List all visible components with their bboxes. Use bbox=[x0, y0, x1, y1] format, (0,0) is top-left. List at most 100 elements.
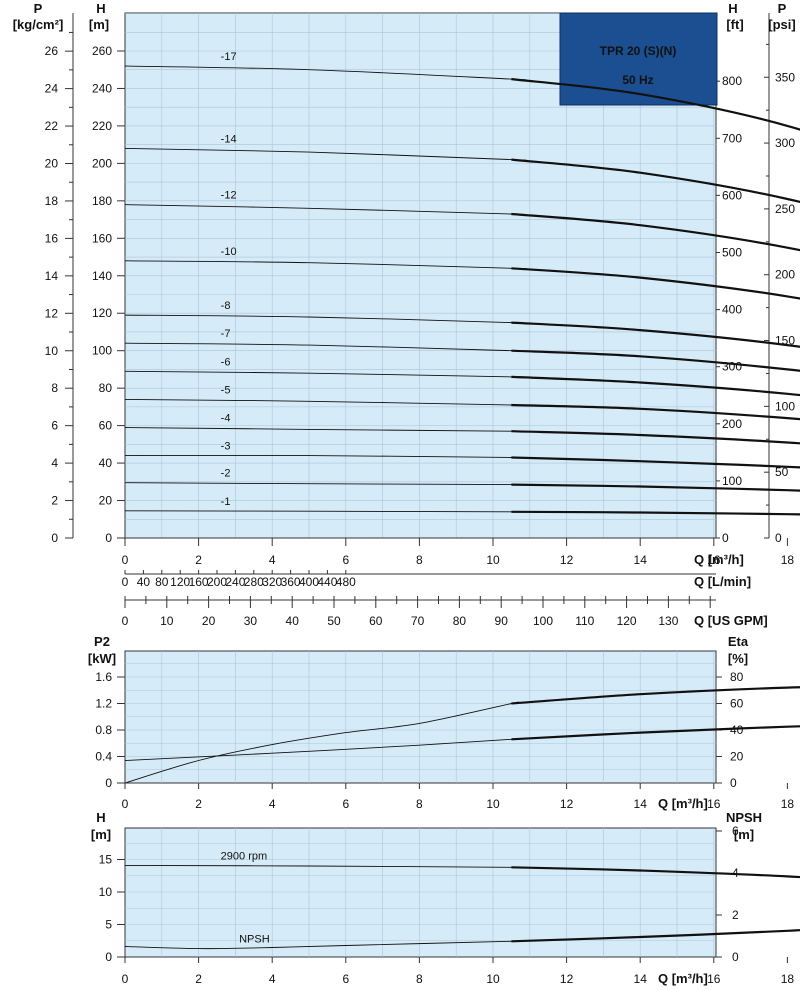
chart2-ytick-eta: 60 bbox=[730, 697, 744, 711]
chart1-ytick-kgcm2: 18 bbox=[45, 194, 59, 208]
xtick-usgpm: 20 bbox=[202, 614, 216, 628]
chart1-ytick-kgcm2: 6 bbox=[51, 419, 58, 433]
curve-label-stage2: -2 bbox=[221, 468, 231, 480]
xtick-lmin: 200 bbox=[207, 575, 227, 589]
chart2-ytick-kw: 1.6 bbox=[95, 670, 112, 684]
curve-label-stage4: -4 bbox=[221, 412, 231, 424]
xtick-lmin: 400 bbox=[299, 575, 319, 589]
chart2-xtick: 18 bbox=[781, 797, 795, 811]
h-2900rpm-curve-bold bbox=[511, 866, 800, 879]
chart1-ytick-kgcm2: 22 bbox=[45, 119, 59, 133]
xtick-lmin: 320 bbox=[262, 575, 282, 589]
curve-label-stage7: -7 bbox=[221, 328, 231, 340]
h-curve-stage14-bold bbox=[511, 158, 800, 204]
chart1-ytick-m: 120 bbox=[92, 306, 112, 320]
xlabel-usgpm: Q [US GPM] bbox=[694, 613, 768, 628]
chart1-ytick-kgcm2: 24 bbox=[45, 82, 59, 96]
chart3-xtick: 12 bbox=[560, 972, 574, 986]
chart1-ytick-kgcm2: 16 bbox=[45, 231, 59, 245]
chart1-xtick: 2 bbox=[195, 553, 202, 567]
chart2-ytick-eta: 40 bbox=[730, 723, 744, 737]
curve-label-stage6: -6 bbox=[221, 356, 231, 368]
curve-label-stage10: -10 bbox=[221, 246, 237, 258]
chart2-xtick: 16 bbox=[707, 797, 721, 811]
chart1-ytick-kgcm2: 14 bbox=[45, 269, 59, 283]
xtick-lmin: 0 bbox=[122, 575, 129, 589]
chart2-ytick-kw: 0.4 bbox=[95, 750, 112, 764]
chart1-xlabel: Q [m³/h] bbox=[694, 552, 744, 567]
chart2-xtick: 8 bbox=[416, 797, 423, 811]
chart1-ytick-m: 0 bbox=[105, 531, 112, 545]
chart2-xtick: 4 bbox=[269, 797, 276, 811]
chart2-ytick-kw: 0.8 bbox=[95, 723, 112, 737]
chart1-ytick-ft: 100 bbox=[722, 474, 742, 488]
chart3-plot-area bbox=[124, 827, 717, 958]
h-curve-stage8-bold bbox=[511, 321, 800, 348]
xtick-lmin: 240 bbox=[225, 575, 245, 589]
chart3-xtick: 0 bbox=[122, 972, 129, 986]
h-curve-stage3-bold bbox=[511, 456, 800, 469]
h-curve-stage12-bold bbox=[511, 212, 800, 252]
p2-curve-bold bbox=[511, 725, 800, 741]
chart-title: TPR 20 (S)(N) bbox=[600, 44, 677, 58]
chart3-xtick: 10 bbox=[486, 972, 500, 986]
xtick-lmin: 440 bbox=[317, 575, 337, 589]
chart1-ylabel-psi-unit: [psi] bbox=[768, 17, 795, 32]
xtick-usgpm: 70 bbox=[411, 614, 425, 628]
xtick-usgpm: 0 bbox=[122, 614, 129, 628]
chart1-ytick-m: 60 bbox=[99, 419, 113, 433]
chart1-ytick-kgcm2: 2 bbox=[51, 494, 58, 508]
chart1-ylabel-p-right: P bbox=[778, 1, 787, 16]
chart3-xtick: 8 bbox=[416, 972, 423, 986]
chart3-xtick: 2 bbox=[195, 972, 202, 986]
chart1-xtick: 6 bbox=[342, 553, 349, 567]
chart2-xtick: 6 bbox=[342, 797, 349, 811]
title-box bbox=[559, 12, 718, 106]
chart2-xtick: 10 bbox=[486, 797, 500, 811]
xtick-usgpm: 40 bbox=[286, 614, 300, 628]
chart3-xtick: 14 bbox=[634, 972, 648, 986]
chart3-xlabel: Q [m³/h] bbox=[658, 971, 708, 986]
chart-subtitle: 50 Hz bbox=[622, 73, 653, 87]
chart1-ytick-kgcm2: 26 bbox=[45, 44, 59, 58]
chart2-ytick-eta: 20 bbox=[730, 750, 744, 764]
chart1-ytick-ft: 700 bbox=[722, 131, 742, 145]
xtick-lmin: 280 bbox=[244, 575, 264, 589]
xtick-lmin: 360 bbox=[281, 575, 301, 589]
npsh-curve-bold bbox=[511, 929, 800, 943]
chart1-ytick-psi: 200 bbox=[775, 268, 795, 282]
chart3-ytick-npsh: 6 bbox=[732, 824, 739, 838]
xtick-usgpm: 80 bbox=[453, 614, 467, 628]
chart2-xtick: 12 bbox=[560, 797, 574, 811]
chart2-ylabel-kw: [kW] bbox=[88, 651, 116, 666]
chart2-ytick-kw: 0 bbox=[105, 776, 112, 790]
chart1-ylabel-h: H bbox=[96, 1, 105, 16]
chart1-ytick-kgcm2: 10 bbox=[45, 344, 59, 358]
chart3-ylabel-m: [m] bbox=[91, 827, 111, 842]
curve-label-stage17: -17 bbox=[221, 51, 237, 63]
chart2-xlabel: Q [m³/h] bbox=[658, 796, 708, 811]
chart1-ytick-ft: 600 bbox=[722, 188, 742, 202]
xtick-lmin: 80 bbox=[155, 575, 169, 589]
xtick-usgpm: 60 bbox=[369, 614, 383, 628]
chart1-xtick: 14 bbox=[634, 553, 648, 567]
h-curve-stage2-bold bbox=[511, 483, 800, 492]
h-2900rpm-label: 2900 rpm bbox=[221, 850, 267, 862]
xtick-lmin: 480 bbox=[336, 575, 356, 589]
chart1-ytick-m: 240 bbox=[92, 81, 112, 95]
xtick-usgpm: 10 bbox=[160, 614, 174, 628]
chart1-ytick-psi: 50 bbox=[775, 465, 789, 479]
eta-curve-thin bbox=[124, 701, 519, 784]
chart3-ytick-npsh: 2 bbox=[732, 908, 739, 922]
chart1-ytick-psi: 100 bbox=[775, 399, 795, 413]
chart3-ytick-h: 10 bbox=[99, 885, 113, 899]
chart2-xtick: 14 bbox=[634, 797, 648, 811]
chart1-ylabel-p-outer-unit: [kg/cm²] bbox=[13, 17, 64, 32]
chart1-ytick-m: 180 bbox=[92, 194, 112, 208]
npsh-curve-label: NPSH bbox=[239, 934, 270, 946]
chart3-ylabel-npsh: NPSH bbox=[726, 810, 762, 825]
xtick-usgpm: 110 bbox=[575, 614, 594, 628]
chart1-ytick-m: 40 bbox=[99, 456, 113, 470]
